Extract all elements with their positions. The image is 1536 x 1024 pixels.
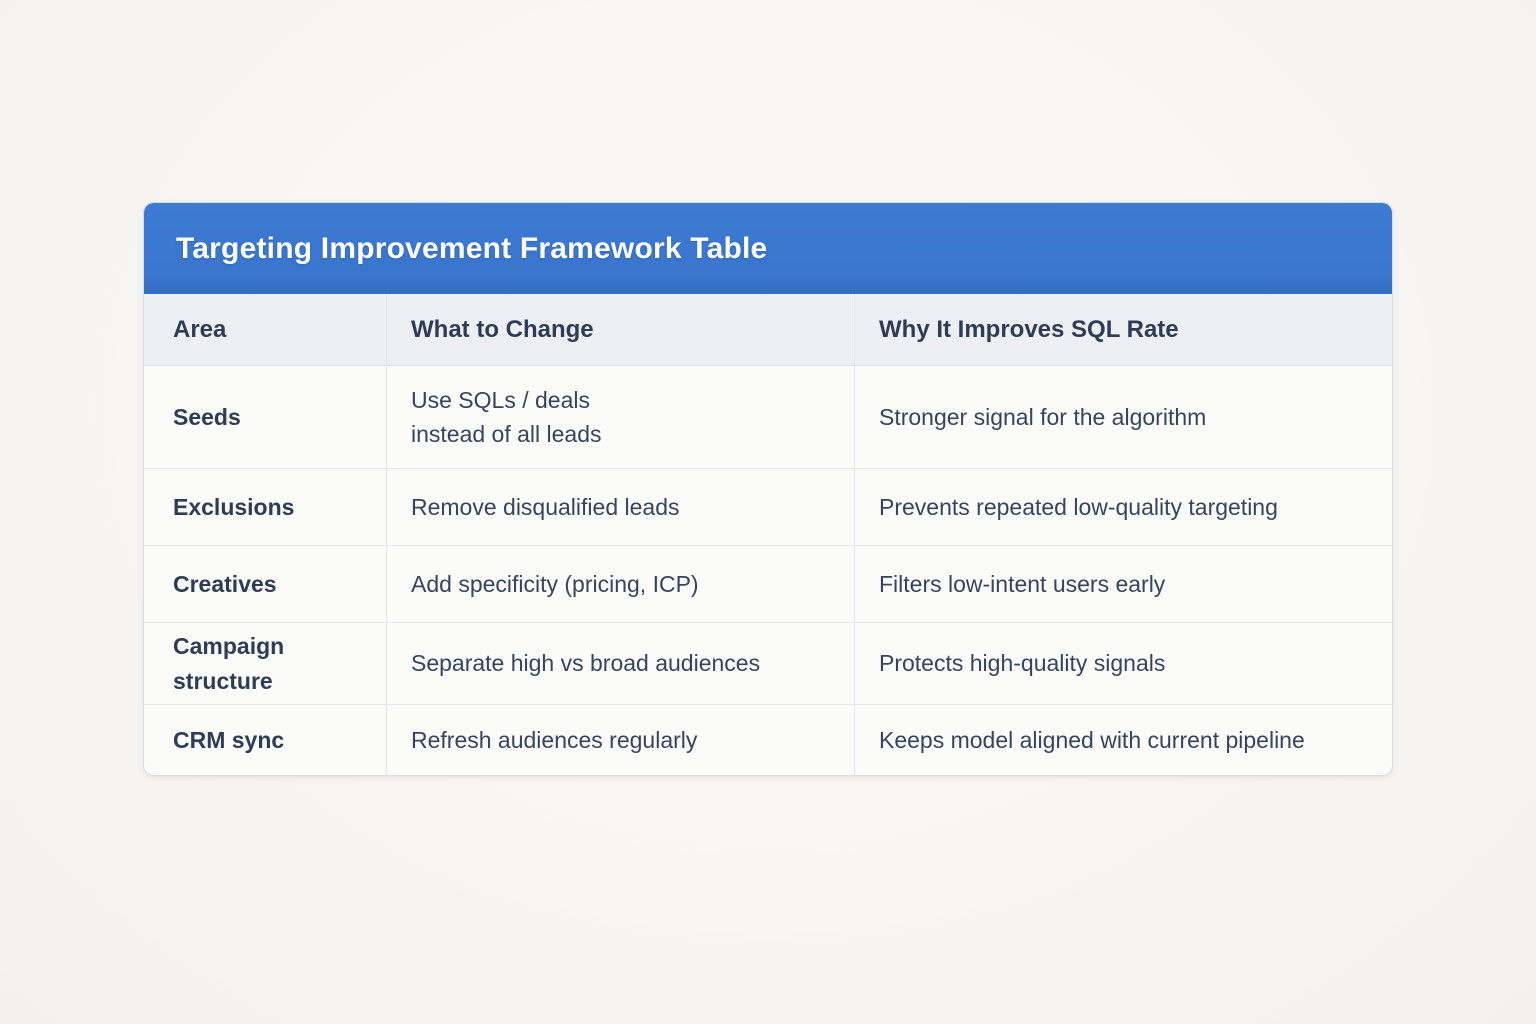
cell-why: Filters low-intent users early <box>854 546 1392 622</box>
cell-change: Separate high vs broad audiences <box>386 623 854 704</box>
table-row-crm-sync: CRM sync Refresh audiences regularly Kee… <box>144 704 1392 775</box>
column-header-what-to-change: What to Change <box>386 294 854 365</box>
cell-why: Prevents repeated low-quality targeting <box>854 469 1392 545</box>
cell-why: Keeps model aligned with current pipelin… <box>854 705 1392 775</box>
cell-change: Add specificity (pricing, ICP) <box>386 546 854 622</box>
cell-area: Exclusions <box>173 493 295 520</box>
table-header-row: Area What to Change Why It Improves SQL … <box>144 294 1392 366</box>
table-row-creatives: Creatives Add specificity (pricing, ICP)… <box>144 545 1392 622</box>
cell-why: Protects high-quality signals <box>854 623 1392 704</box>
cell-change: Use SQLs / deals instead of all leads <box>386 366 854 468</box>
column-header-area: Area <box>173 315 227 343</box>
card-title-bar: Targeting Improvement Framework Table <box>144 203 1392 294</box>
table-row-exclusions: Exclusions Remove disqualified leads Pre… <box>144 468 1392 545</box>
cell-change: Remove disqualified leads <box>386 469 854 545</box>
cell-area: Creatives <box>173 570 277 597</box>
cell-why: Stronger signal for the algorithm <box>854 366 1392 468</box>
framework-table-card: Targeting Improvement Framework Table Ar… <box>143 202 1393 776</box>
card-title: Targeting Improvement Framework Table <box>176 231 768 265</box>
cell-area: Seeds <box>173 403 241 430</box>
cell-area: Campaign structure <box>173 633 285 694</box>
column-header-why-it-improves-sql-rate: Why It Improves SQL Rate <box>854 294 1392 365</box>
table-row-campaign-structure: Campaign structure Separate high vs broa… <box>144 622 1392 704</box>
cell-area: CRM sync <box>173 727 285 754</box>
table-row-seeds: Seeds Use SQLs / deals instead of all le… <box>144 366 1392 468</box>
cell-change: Refresh audiences regularly <box>386 705 854 775</box>
